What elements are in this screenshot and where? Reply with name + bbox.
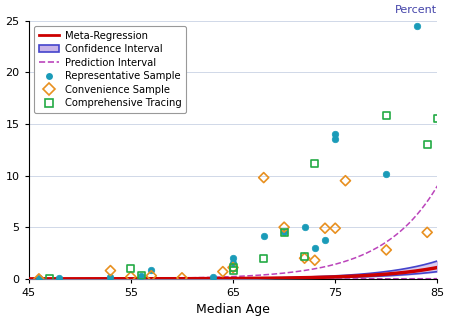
- Point: [342, 178, 349, 183]
- Point: [230, 268, 237, 273]
- Point: [148, 268, 155, 273]
- Point: [332, 226, 339, 231]
- Point: [311, 258, 319, 263]
- Point: [260, 175, 267, 180]
- Point: [230, 265, 237, 270]
- Point: [260, 256, 267, 261]
- X-axis label: Median Age: Median Age: [196, 303, 270, 317]
- Point: [209, 274, 216, 279]
- Point: [178, 275, 185, 280]
- Point: [230, 265, 237, 270]
- Point: [138, 273, 145, 278]
- Point: [434, 116, 441, 121]
- Point: [301, 256, 308, 261]
- Point: [382, 172, 390, 177]
- Point: [423, 230, 431, 235]
- Point: [332, 137, 339, 142]
- Point: [321, 226, 328, 231]
- Point: [280, 230, 288, 235]
- Point: [280, 230, 288, 235]
- Point: [127, 266, 135, 271]
- Point: [321, 237, 328, 242]
- Point: [301, 225, 308, 230]
- Point: [301, 253, 308, 259]
- Point: [148, 273, 155, 278]
- Legend: Meta-Regression, Confidence Interval, Prediction Interval, Representative Sample: Meta-Regression, Confidence Interval, Pr…: [34, 25, 186, 113]
- Text: Percent: Percent: [395, 5, 437, 15]
- Point: [56, 276, 63, 281]
- Point: [230, 256, 237, 261]
- Point: [138, 273, 145, 278]
- Point: [280, 225, 288, 230]
- Point: [311, 161, 319, 166]
- Point: [36, 275, 43, 280]
- Point: [423, 142, 431, 147]
- Point: [260, 234, 267, 239]
- Point: [36, 276, 43, 281]
- Point: [107, 274, 114, 279]
- Point: [382, 113, 390, 118]
- Point: [311, 245, 319, 251]
- Point: [230, 261, 237, 266]
- Point: [45, 276, 53, 281]
- Point: [127, 274, 135, 279]
- Point: [414, 23, 421, 28]
- Point: [382, 247, 390, 252]
- Point: [107, 268, 114, 273]
- Point: [219, 269, 226, 274]
- Point: [332, 132, 339, 137]
